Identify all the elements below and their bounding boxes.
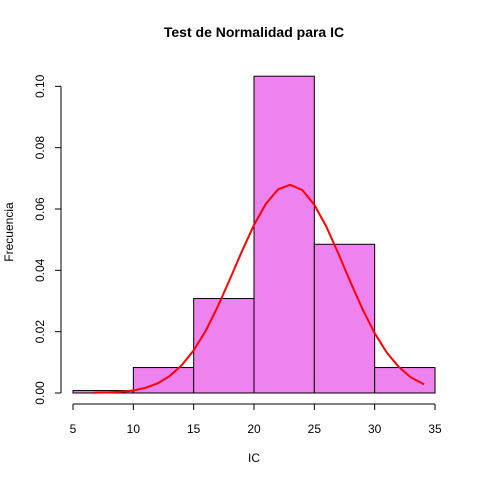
x-axis-title: IC [248, 451, 260, 465]
x-tick-label: 15 [187, 422, 201, 436]
x-tick-label: 10 [127, 422, 141, 436]
y-tick-label: 0.02 [33, 320, 47, 344]
histogram-bar-15-20 [193, 298, 255, 394]
x-tick-label: 25 [308, 422, 322, 436]
y-axis-title: Frecuencia [2, 202, 16, 262]
y-tick-label: 0.08 [33, 136, 47, 160]
chart-title: Test de Normalidad para IC [164, 24, 344, 40]
y-axis: 0.00 0.02 0.04 0.06 0.08 0.10 [33, 74, 62, 405]
curve-layer [93, 183, 425, 394]
x-tick-label: 35 [428, 422, 442, 436]
density-curve [93, 183, 425, 394]
y-tick-label: 0.04 [33, 258, 47, 282]
y-tick-label: 0.06 [33, 197, 47, 221]
x-tick-label: 20 [247, 422, 261, 436]
x-tick-label: 30 [368, 422, 382, 436]
x-tick-label: 5 [70, 422, 77, 436]
histogram-bar-20-25 [253, 75, 315, 394]
x-axis: 5 10 15 20 25 30 35 [70, 403, 442, 436]
bars-layer [72, 75, 436, 394]
y-tick-label: 0.10 [33, 74, 47, 98]
y-tick-label: 0.00 [33, 381, 47, 405]
